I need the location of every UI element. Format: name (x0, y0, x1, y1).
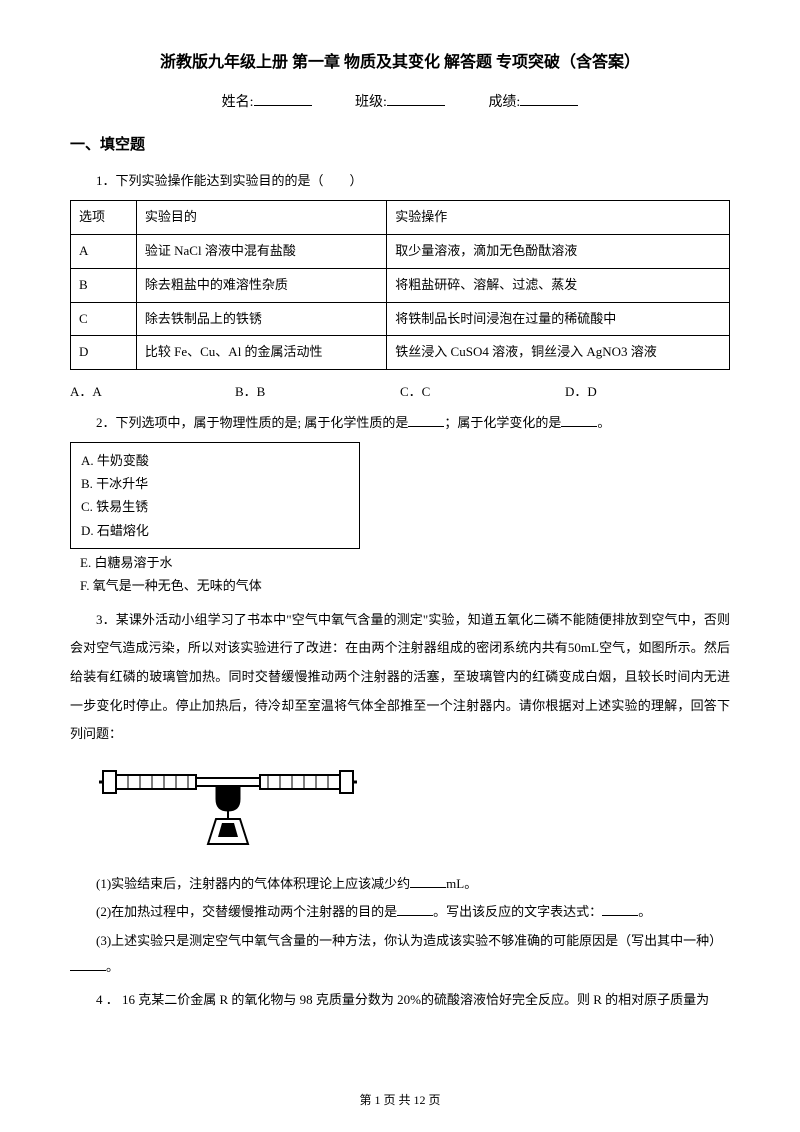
q3-diagram (98, 759, 730, 858)
name-blank (254, 92, 312, 106)
q4-stem: 4 ． 16 克某二价金属 R 的氧化物与 98 克质量分数为 20%的硫酸溶液… (70, 988, 730, 1013)
list-item: A. 牛奶变酸 (81, 449, 349, 472)
q3-sub3: (3)上述实验只是测定空气中氧气含量的一种方法，你认为造成该实验不够准确的可能原… (70, 927, 730, 956)
q3-stem: 3．某课外活动小组学习了书本中"空气中氧气含量的测定"实验，知道五氧化二磷不能随… (70, 606, 730, 749)
list-item: D. 石蜡熔化 (81, 519, 349, 542)
sub2-b: 。写出该反应的文字表达式： (433, 904, 602, 919)
cell: B (71, 268, 137, 302)
list-item: C. 铁易生锈 (81, 495, 349, 518)
table-row: 选项 实验目的 实验操作 (71, 201, 730, 235)
table-row: C 除去铁制品上的铁锈 将铁制品长时间浸泡在过量的稀硫酸中 (71, 302, 730, 336)
cell: 实验操作 (387, 201, 730, 235)
syringe-diagram-icon (98, 759, 358, 849)
cell: 将粗盐研碎、溶解、过滤、蒸发 (387, 268, 730, 302)
cell: 实验目的 (136, 201, 386, 235)
sub3b: 。 (106, 959, 119, 974)
q3-sub1: (1)实验结束后，注射器内的气体体积理论上应该减少约 mL。 (70, 870, 730, 899)
q1-choices: A．A B．B C．C D．D (70, 380, 730, 405)
blank (397, 904, 433, 916)
cell: 选项 (71, 201, 137, 235)
class-field: 班级: (355, 90, 445, 117)
q2-text-b: ；属于化学变化的是 (444, 415, 561, 430)
table-row: B 除去粗盐中的难溶性杂质 将粗盐研碎、溶解、过滤、蒸发 (71, 268, 730, 302)
cell: 除去铁制品上的铁锈 (136, 302, 386, 336)
cell: A (71, 234, 137, 268)
class-label: 班级: (355, 95, 387, 110)
score-label: 成绩: (488, 95, 520, 110)
q2-choice-box: A. 牛奶变酸 B. 干冰升华 C. 铁易生锈 D. 石蜡熔化 (70, 442, 360, 550)
q2-extra-list: E. 白糖易溶于水 F. 氧气是一种无色、无味的气体 (70, 551, 730, 598)
cell: 比较 Fe、Cu、Al 的金属活动性 (136, 336, 386, 370)
name-field: 姓名: (222, 90, 312, 117)
cell: 除去粗盐中的难溶性杂质 (136, 268, 386, 302)
q1-table: 选项 实验目的 实验操作 A 验证 NaCl 溶液中混有盐酸 取少量溶液，滴加无… (70, 200, 730, 370)
cell: 将铁制品长时间浸泡在过量的稀硫酸中 (387, 302, 730, 336)
q3-sub3b: 。 (70, 955, 730, 980)
q3-passage: 3．某课外活动小组学习了书本中"空气中氧气含量的测定"实验，知道五氧化二磷不能随… (70, 606, 730, 749)
cell: 验证 NaCl 溶液中混有盐酸 (136, 234, 386, 268)
blank (561, 415, 597, 427)
score-field: 成绩: (488, 90, 578, 117)
cell: D (71, 336, 137, 370)
q1-stem: 1．下列实验操作能达到实验目的的是（ ） (70, 169, 730, 194)
q2-text-a: 2．下列选项中，属于物理性质的是; 属于化学性质的是 (96, 415, 408, 430)
q2-text-c: 。 (597, 415, 610, 430)
section-heading: 一、填空题 (70, 131, 730, 160)
name-label: 姓名: (222, 95, 254, 110)
class-blank (387, 92, 445, 106)
sub1-a: (1)实验结束后，注射器内的气体体积理论上应该减少约 (96, 876, 410, 891)
list-item: B. 干冰升华 (81, 472, 349, 495)
q3-sub2: (2)在加热过程中，交替缓慢推动两个注射器的目的是 。写出该反应的文字表达式： 。 (70, 898, 730, 927)
sub2-a: (2)在加热过程中，交替缓慢推动两个注射器的目的是 (96, 904, 397, 919)
q2-stem: 2．下列选项中，属于物理性质的是; 属于化学性质的是 ；属于化学变化的是 。 (70, 411, 730, 436)
blank (602, 904, 638, 916)
list-item: F. 氧气是一种无色、无味的气体 (80, 574, 730, 597)
blank (408, 415, 444, 427)
sub2-c: 。 (638, 904, 651, 919)
blank (410, 876, 446, 888)
choice-b: B．B (235, 380, 400, 405)
cell: C (71, 302, 137, 336)
table-row: D 比较 Fe、Cu、Al 的金属活动性 铁丝浸入 CuSO4 溶液，铜丝浸入 … (71, 336, 730, 370)
cell: 取少量溶液，滴加无色酚酞溶液 (387, 234, 730, 268)
page-footer: 第 1 页 共 12 页 (0, 1089, 800, 1112)
sub1-b: mL。 (446, 876, 477, 891)
choice-d: D．D (565, 380, 730, 405)
blank (70, 959, 106, 971)
score-blank (520, 92, 578, 106)
list-item: E. 白糖易溶于水 (80, 551, 730, 574)
choice-c: C．C (400, 380, 565, 405)
page-title: 浙教版九年级上册 第一章 物质及其变化 解答题 专项突破（含答案） (70, 48, 730, 78)
header-fields: 姓名: 班级: 成绩: (70, 90, 730, 117)
cell: 铁丝浸入 CuSO4 溶液，铜丝浸入 AgNO3 溶液 (387, 336, 730, 370)
table-row: A 验证 NaCl 溶液中混有盐酸 取少量溶液，滴加无色酚酞溶液 (71, 234, 730, 268)
choice-a: A．A (70, 380, 235, 405)
